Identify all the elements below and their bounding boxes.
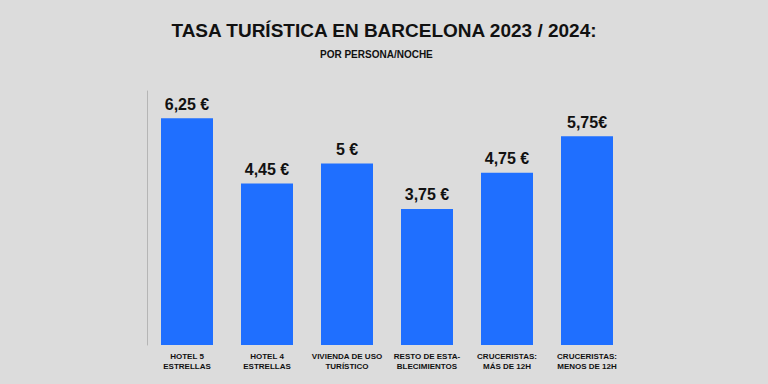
svg-text:4,45 €: 4,45 €	[245, 161, 290, 178]
svg-text:TURÍSTICO: TURÍSTICO	[325, 362, 368, 371]
svg-text:TASA TURÍSTICA EN BARCELONA 20: TASA TURÍSTICA EN BARCELONA 2023 / 2024:	[171, 20, 596, 41]
svg-text:CRUCERISTAS:: CRUCERISTAS:	[477, 352, 537, 361]
svg-text:BLECIMIENTOS: BLECIMIENTOS	[397, 362, 458, 371]
svg-text:CRUCERISTAS:: CRUCERISTAS:	[557, 352, 617, 361]
svg-text:5 €: 5 €	[336, 141, 358, 158]
svg-text:5,75€: 5,75€	[567, 114, 607, 131]
svg-text:MÁS DE 12H: MÁS DE 12H	[483, 362, 531, 371]
svg-text:ESTRELLAS: ESTRELLAS	[243, 362, 291, 371]
svg-text:HOTEL 5: HOTEL 5	[170, 352, 204, 361]
svg-text:3,75 €: 3,75 €	[405, 186, 450, 203]
svg-text:HOTEL 4: HOTEL 4	[250, 352, 284, 361]
svg-text:4,75 €: 4,75 €	[485, 150, 530, 167]
svg-text:6,25 €: 6,25 €	[165, 96, 210, 113]
svg-text:VIVIENDA DE USO: VIVIENDA DE USO	[312, 352, 382, 361]
svg-text:ESTRELLAS: ESTRELLAS	[163, 362, 211, 371]
svg-text:MENOS DE 12H: MENOS DE 12H	[557, 362, 617, 371]
svg-text:RESTO DE ESTA-: RESTO DE ESTA-	[394, 352, 461, 361]
svg-text:POR PERSONA/NOCHE: POR PERSONA/NOCHE	[320, 49, 433, 60]
